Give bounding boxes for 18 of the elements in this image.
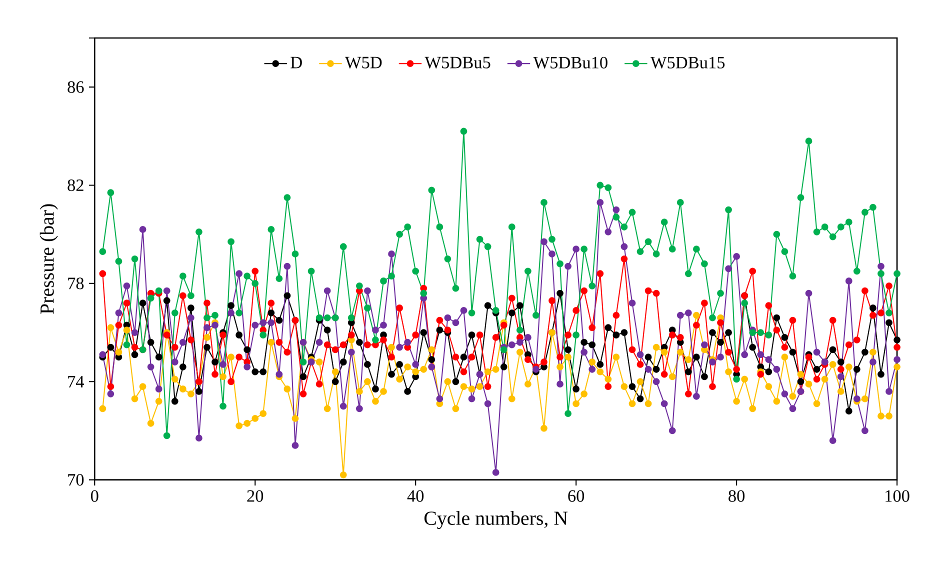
y-tick-label: 74 — [68, 376, 84, 388]
legend-label: D — [290, 56, 302, 68]
y-tick-label: 70 — [68, 474, 84, 486]
x-tick-label: 60 — [568, 490, 584, 502]
x-axis-title: Cycle numbers, N — [424, 511, 568, 530]
x-tick-label: 100 — [886, 490, 910, 502]
x-tick-label: 40 — [407, 490, 424, 502]
legend-label: W5DBu5 — [424, 56, 490, 69]
legend-label: W5DBu15 — [650, 56, 725, 69]
legend-label: W5DBu10 — [533, 56, 608, 69]
x-tick-label: 80 — [728, 490, 745, 502]
y-tick-label: 82 — [68, 180, 84, 192]
y-tick-label: 86 — [68, 81, 84, 93]
legend-label: W5D — [345, 56, 382, 69]
y-axis-title: Pressure (bar) — [40, 204, 58, 314]
x-tick-label: 20 — [247, 490, 264, 502]
y-tick-label: 78 — [68, 278, 84, 290]
x-tick-label: 0 — [90, 490, 98, 502]
